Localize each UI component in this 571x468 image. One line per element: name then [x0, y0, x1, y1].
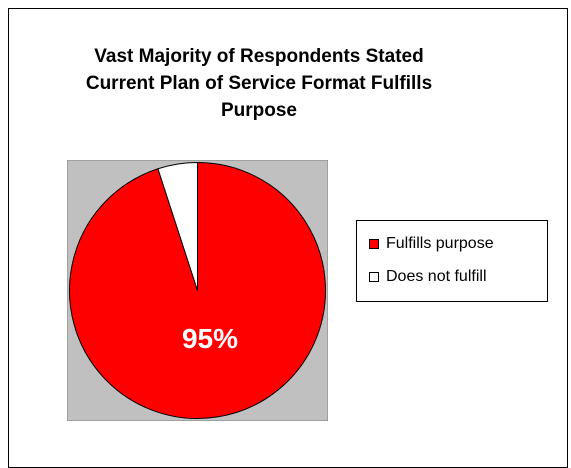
pie-slices: [69, 161, 326, 419]
legend-label-does-not-fulfill: Does not fulfill: [386, 268, 487, 285]
legend-swatch-does-not-fulfill: [369, 272, 379, 282]
chart-title-line-3: Purpose: [220, 100, 298, 121]
chart-title-line-2: Current Plan of Service Format Fulfills: [85, 73, 433, 94]
pie-plot-area: 95%: [67, 160, 328, 421]
legend-label-fulfills: Fulfills purpose: [386, 235, 494, 252]
legend-swatch-fulfills: [369, 239, 379, 249]
pie-slice-does-not-fulfill: [157, 161, 198, 291]
data-label-fulfills: 95%: [182, 323, 238, 354]
legend: Fulfills purpose Does not fulfill: [356, 220, 548, 302]
legend-item-fulfills: Fulfills purpose: [369, 233, 494, 255]
legend-item-does-not-fulfill: Does not fulfill: [369, 266, 487, 288]
chart-title-line-1: Vast Majority of Respondents Stated: [94, 46, 424, 67]
chart-title: Vast Majority of Respondents Stated Curr…: [49, 43, 469, 124]
